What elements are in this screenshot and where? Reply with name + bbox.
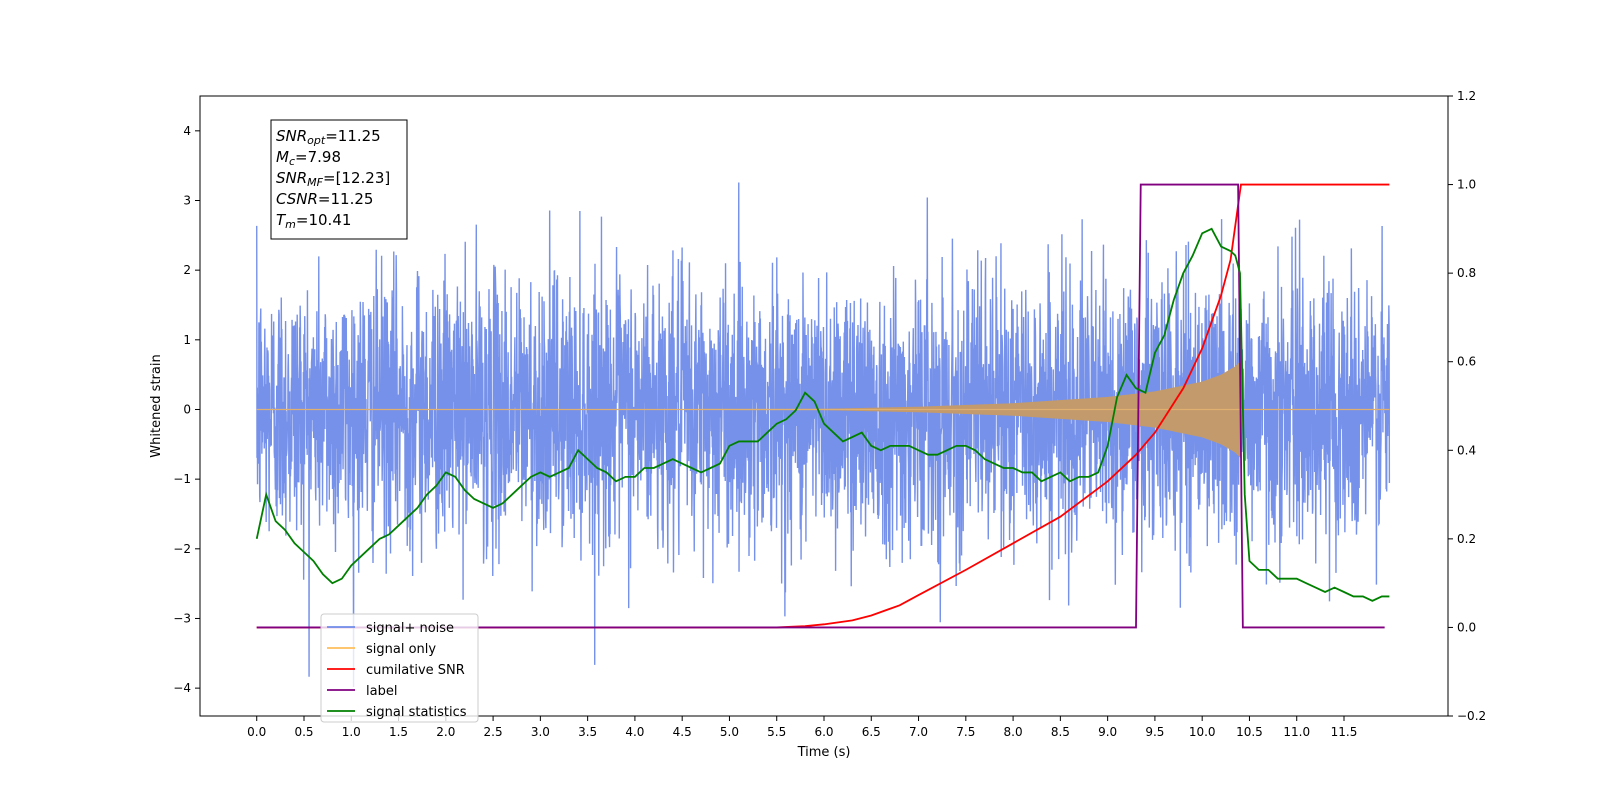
x-axis-label: Time (s) [797,745,851,760]
x-tick-label: 11.5 [1331,725,1358,739]
annotation-line: Mc=7.98 [276,148,341,168]
y-axis: 4 3 2 1 0 −1 −2 −3 −4 [173,124,200,695]
y2-axis: 1.2 1.0 0.8 0.6 0.4 0.2 0.0 −0.2 [1448,89,1486,723]
annotation-symbol: SNR [276,127,307,145]
annotation-symbol: SNR [276,169,307,187]
y2-tick-label: 0.4 [1457,443,1476,457]
annotation-line: SNRopt=11.25 [276,127,381,147]
y-tick-label: −1 [173,472,191,486]
x-tick-label: 6.5 [862,725,881,739]
x-tick-label: 9.0 [1098,725,1117,739]
annotation-box: SNRopt=11.25Mc=7.98SNRMF=[12.23]CSNR=11.… [270,119,408,240]
x-tick-label: 3.5 [578,725,597,739]
y-tick-label: −3 [173,611,191,625]
x-tick-label: 5.5 [767,725,786,739]
x-axis: 0.0 0.5 1.0 1.5 2.0 2.5 3.0 3.5 4.0 4.5 5.0 5.5 6.0 6… [247,716,1357,739]
annotation-subscript: c [289,155,295,168]
y2-tick-label: 0.2 [1457,532,1476,546]
x-tick-label: 4.5 [673,725,692,739]
signal-only-series [256,360,1390,459]
legend-label: signal+ noise [366,621,454,636]
x-tick-label: 6.0 [814,725,833,739]
x-tick-label: 4.0 [625,725,644,739]
series-line-label [256,183,1385,629]
y2-tick-label: −0.2 [1457,709,1486,723]
annotation-symbol: CSNR [276,190,318,208]
y-tick-label: −4 [173,681,191,695]
annotation-subscript: opt [307,134,326,147]
annotation-subscript: m [285,218,296,231]
annotation-frame [270,119,408,240]
y-tick-label: −2 [173,542,191,556]
annotation-line: Tm=10.41 [276,211,351,231]
y2-tick-label: 1.2 [1457,89,1476,103]
legend-label: cumilative SNR [366,663,465,678]
annotation-value: =10.41 [296,211,352,229]
series-line-cumilative-SNR [256,183,1390,629]
x-tick-label: 10.0 [1189,725,1216,739]
x-tick-label: 10.5 [1236,725,1263,739]
x-tick-label: 5.0 [720,725,739,739]
annotation-value: =11.25 [325,127,381,145]
y2-tick-label: 0.8 [1457,266,1476,280]
x-tick-label: 8.0 [1004,725,1023,739]
x-tick-label: 7.5 [956,725,975,739]
annotation-symbol: M [276,148,289,166]
annotation-value: =[12.23] [323,169,390,187]
legend-label: label [366,684,397,699]
overlay-series [255,183,1390,629]
x-tick-label: 7.0 [909,725,928,739]
x-tick-label: 2.0 [436,725,455,739]
annotation-value: =11.25 [318,190,374,208]
x-tick-label: 3.0 [531,725,550,739]
x-tick-label: 11.0 [1283,725,1310,739]
legend: signal+ noise signal only cumilative SNR la… [320,613,479,723]
y-axis-label: Whitened strain [149,354,164,457]
y-tick-label: 0 [183,402,191,416]
series-line-signal-statistics [255,227,1390,602]
legend-frame [320,613,479,723]
y-tick-label: 2 [183,263,191,277]
x-tick-label: 8.5 [1051,725,1070,739]
y2-tick-label: 0.0 [1457,620,1476,634]
annotation-line: CSNR=11.25 [276,190,373,208]
legend-label: signal only [366,642,436,657]
x-tick-label: 1.5 [389,725,408,739]
y-tick-label: 4 [183,124,191,138]
x-tick-label: 2.5 [484,725,503,739]
x-tick-label: 9.5 [1145,725,1164,739]
annotation-symbol: T [276,211,287,229]
y-tick-label: 3 [183,193,191,207]
annotation-value: =7.98 [295,148,341,166]
x-tick-label: 0.0 [247,725,266,739]
y2-tick-label: 1.0 [1457,178,1476,192]
legend-label: signal statistics [366,705,467,720]
y-tick-label: 1 [183,333,191,347]
annotation-line: SNRMF=[12.23] [276,169,390,189]
x-tick-label: 0.5 [294,725,313,739]
y2-tick-label: 0.6 [1457,355,1476,369]
annotation-subscript: MF [307,176,323,189]
x-tick-label: 1.0 [342,725,361,739]
